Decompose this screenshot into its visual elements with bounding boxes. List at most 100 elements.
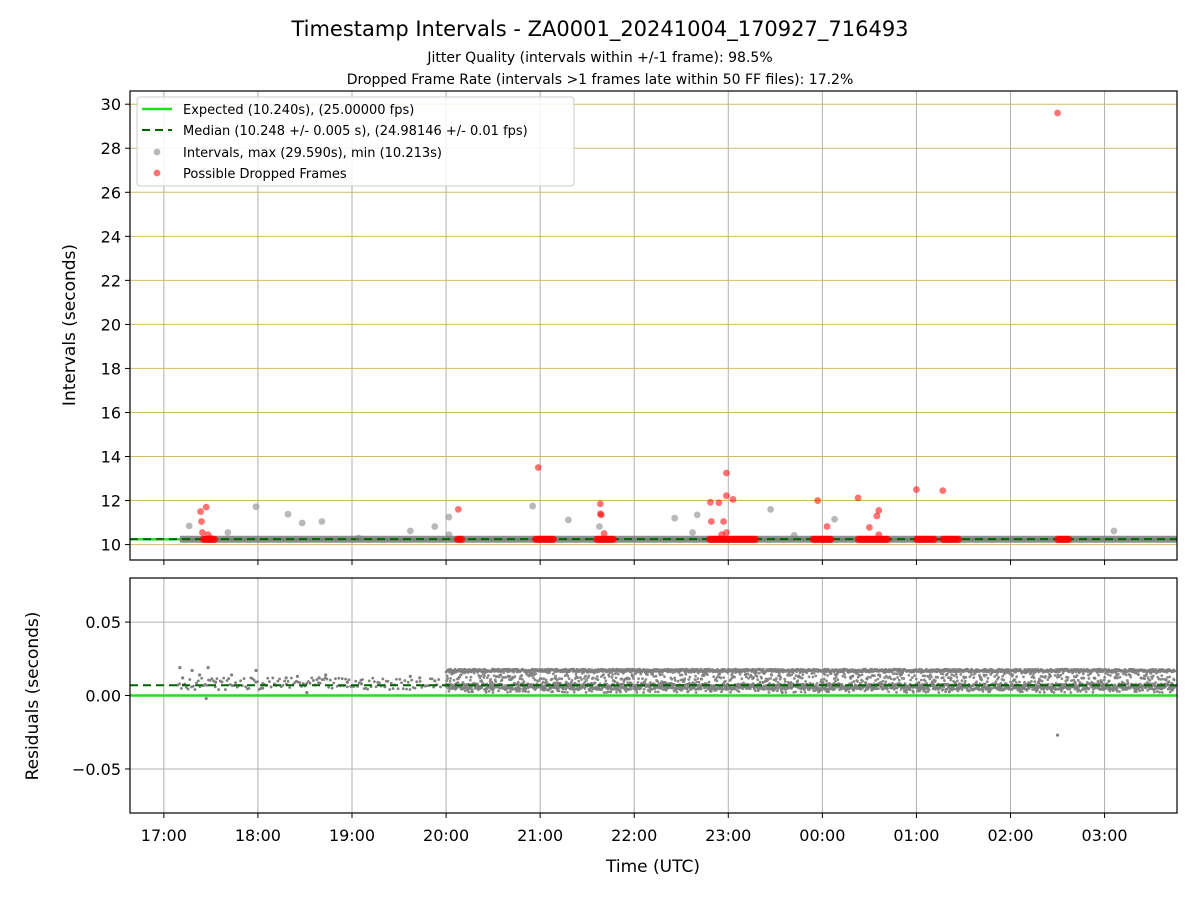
residual-point <box>480 679 484 683</box>
residual-point <box>795 670 798 674</box>
residual-point <box>763 688 766 691</box>
residual-point <box>923 679 927 683</box>
dropped-frame-point <box>549 535 558 543</box>
residual-point <box>492 674 496 678</box>
residual-point <box>935 686 939 689</box>
top-y-tick-label: 16 <box>101 403 121 422</box>
top-y-axis-label: Intervals (seconds) <box>60 244 80 406</box>
residual-point <box>744 675 748 679</box>
residual-point <box>654 674 658 678</box>
residual-point <box>205 684 209 687</box>
residual-point <box>430 677 434 681</box>
dropped-frame-point <box>202 503 210 511</box>
residual-point <box>509 690 512 693</box>
interval-point <box>767 505 775 513</box>
dropped-frame-point <box>454 505 462 513</box>
residual-point <box>229 673 234 677</box>
interval-point <box>693 511 701 519</box>
residual-point <box>960 679 964 683</box>
residual-point <box>330 686 334 690</box>
residual-point <box>1044 674 1047 678</box>
bottom-data-layer <box>130 665 1177 737</box>
residual-point <box>738 672 742 676</box>
residual-point <box>811 675 815 679</box>
residual-point <box>1148 678 1152 682</box>
residual-point <box>1108 689 1112 693</box>
residual-point <box>1038 690 1042 694</box>
residual-point <box>305 690 309 695</box>
residual-point <box>722 676 726 680</box>
residual-point <box>873 674 876 678</box>
residual-point <box>1077 688 1081 691</box>
residual-point <box>1146 689 1150 692</box>
residual-point <box>856 675 860 679</box>
residual-point <box>993 675 997 678</box>
residual-point <box>227 677 231 680</box>
residual-point <box>1161 677 1165 681</box>
residual-point <box>515 689 519 693</box>
residual-point <box>632 677 635 680</box>
residual-point <box>895 672 899 676</box>
residual-point <box>1046 678 1050 682</box>
residual-point <box>372 680 376 683</box>
residual-point <box>895 691 898 694</box>
residual-point <box>884 680 888 684</box>
top-y-tick-label: 30 <box>101 95 121 114</box>
residual-point <box>832 682 836 685</box>
residual-point <box>683 677 687 681</box>
top-y-tick-label: 18 <box>101 359 121 378</box>
residual-point <box>477 674 481 677</box>
residual-point <box>308 681 312 685</box>
residual-point <box>758 680 762 684</box>
residual-point <box>999 682 1003 685</box>
residual-point <box>807 675 811 679</box>
residual-point <box>607 674 611 678</box>
residual-point <box>737 690 741 694</box>
residual-point <box>542 677 546 680</box>
residual-point <box>781 691 784 694</box>
residual-point <box>1126 681 1130 684</box>
dropped-frame-point <box>458 535 466 543</box>
residual-point <box>693 678 697 681</box>
residual-point <box>934 679 937 683</box>
residual-point <box>851 674 855 678</box>
interval-point <box>185 522 193 530</box>
residual-point <box>791 671 795 675</box>
residual-point <box>551 672 555 676</box>
residual-point <box>1023 680 1027 684</box>
residual-point <box>636 681 640 684</box>
residual-point <box>467 690 471 694</box>
residual-point <box>719 676 723 680</box>
residual-point <box>225 679 229 682</box>
residual-point <box>471 690 475 694</box>
residual-point <box>1081 672 1085 676</box>
residual-point <box>629 687 633 691</box>
residual-point <box>823 673 827 676</box>
residual-point <box>642 687 646 691</box>
residual-point <box>1032 676 1036 680</box>
residual-point <box>191 684 195 688</box>
interval-point <box>689 529 696 536</box>
residual-point <box>306 680 310 683</box>
residual-point <box>1059 689 1063 693</box>
residual-point <box>673 683 677 687</box>
residual-point <box>936 675 940 679</box>
residual-point <box>534 672 538 676</box>
residual-point <box>541 680 545 684</box>
residual-point <box>1001 674 1004 678</box>
residual-point <box>583 687 587 690</box>
residual-point <box>305 681 309 685</box>
residual-point <box>190 668 194 673</box>
residual-point <box>398 677 402 681</box>
residual-point <box>913 674 916 678</box>
residual-point <box>532 676 535 680</box>
residual-point <box>1160 691 1164 694</box>
dropped-frame-point <box>723 529 730 536</box>
residual-point <box>445 679 449 683</box>
residual-point <box>610 670 614 674</box>
residual-point <box>1033 680 1037 684</box>
residual-point <box>563 690 567 694</box>
residual-point <box>487 689 491 693</box>
residual-point <box>620 677 624 681</box>
residual-point <box>960 688 964 691</box>
